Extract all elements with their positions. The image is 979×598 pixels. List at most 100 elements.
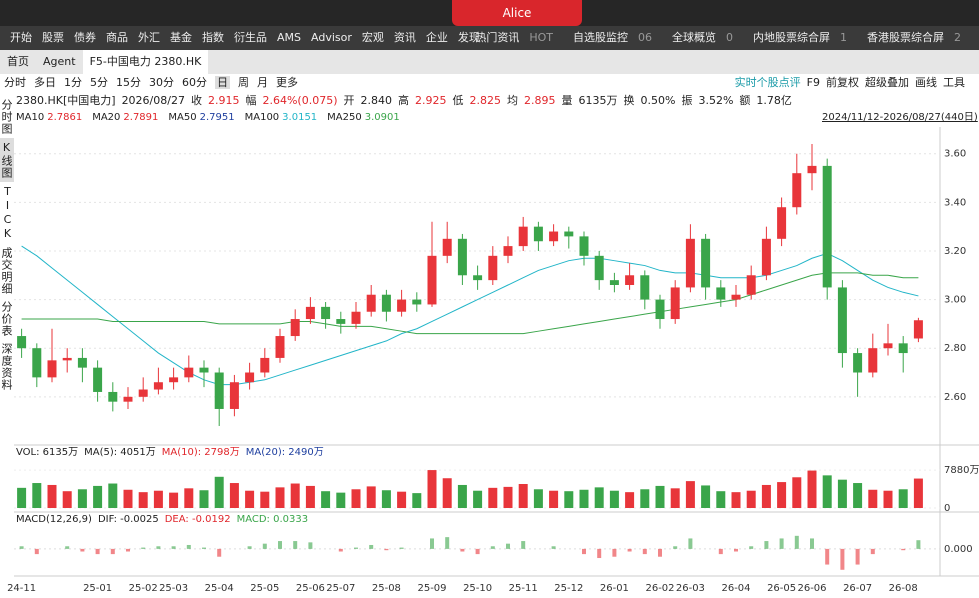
tab[interactable]: 首页 <box>7 55 29 68</box>
volume-bar <box>868 489 878 508</box>
macd-bar <box>354 547 358 549</box>
menu-shortcut[interactable]: 热门资讯 HOT <box>470 31 558 44</box>
macd-bar <box>186 544 191 549</box>
side-tab[interactable]: 成交明细 <box>0 247 13 295</box>
side-tab[interactable]: K线图 <box>0 138 14 182</box>
volume-bar <box>199 490 209 508</box>
macd-bar <box>171 546 176 549</box>
menu-shortcut[interactable]: 自选股监控 06 <box>568 31 657 44</box>
period-button[interactable]: 更多 <box>276 76 298 89</box>
candle-body <box>640 275 650 300</box>
volume-bar <box>777 482 787 508</box>
menu-item[interactable]: Advisor <box>311 31 352 44</box>
ma-value: 3.0901 <box>364 112 400 123</box>
volume-bar <box>488 487 498 508</box>
candle-body <box>229 382 239 409</box>
tool-button[interactable]: 前复权 <box>826 76 859 89</box>
volume-bar <box>229 483 239 508</box>
macd-legend-item: DIF: -0.0025 <box>97 514 159 525</box>
candle-body <box>321 306 331 320</box>
tool-button[interactable]: 超级叠加 <box>865 76 909 89</box>
menu-item[interactable]: 资讯 <box>393 31 416 44</box>
y-tick-label: 3.00 <box>944 295 966 306</box>
macd-bar <box>34 548 39 555</box>
date-range[interactable]: 2024/11/12-2026/08/27(440日) <box>822 112 978 123</box>
ma-entry: MA50 2.7951 <box>168 112 239 123</box>
menu-item[interactable]: 发现 <box>457 31 480 44</box>
period-button[interactable]: 60分 <box>182 76 207 89</box>
menu-item[interactable]: 企业 <box>425 31 448 44</box>
menu-item[interactable]: 开始 <box>10 31 32 44</box>
menu-item[interactable]: 基金 <box>170 31 192 44</box>
quote-field: 均 2.895 <box>507 94 556 107</box>
x-tick-label: 24-11 <box>7 583 36 594</box>
menu-item[interactable]: 外汇 <box>138 31 160 44</box>
ma-value: 2.7951 <box>199 112 235 123</box>
macd-bar <box>901 548 906 551</box>
period-button[interactable]: 分时 <box>4 76 26 89</box>
menu-shortcut[interactable]: 内地股票综合屏 1 <box>748 31 852 44</box>
menu-item[interactable]: 商品 <box>106 31 128 44</box>
label: 全球概览 <box>672 31 716 44</box>
macd-bar <box>642 548 647 555</box>
candle-body <box>837 287 847 354</box>
period-button[interactable]: 日 <box>215 76 230 89</box>
side-tab[interactable]: 分价表 <box>0 301 13 337</box>
quote-field: 幅 2.64%(0.075) <box>245 94 337 107</box>
candle-body <box>457 238 467 276</box>
side-tab[interactable]: 深度资料 <box>0 343 13 391</box>
macd-bar <box>551 546 556 549</box>
period-button[interactable]: 5分 <box>90 76 108 89</box>
menu-shortcut[interactable]: 全球概览 0 <box>667 31 738 44</box>
period-button[interactable]: 月 <box>257 76 268 89</box>
candle-body <box>214 372 224 409</box>
macd-bar <box>430 538 434 549</box>
macd-bar <box>278 541 282 549</box>
menu-item[interactable]: 债券 <box>74 31 96 44</box>
volume-bar <box>792 477 802 508</box>
side-tab[interactable]: TICK <box>1 185 14 241</box>
macd-bar <box>262 543 267 549</box>
macd-bar <box>916 540 921 549</box>
tool-button[interactable]: 实时个股点评 <box>734 76 801 89</box>
field-label: 开 <box>343 94 355 107</box>
tool-button[interactable]: F9 <box>806 76 820 89</box>
tab[interactable]: F5-中国电力 2380.HK <box>82 50 209 74</box>
candle-body <box>153 382 163 390</box>
volume-bar <box>579 489 589 508</box>
side-tab[interactable]: 分时图 <box>0 99 13 135</box>
tool-button[interactable]: 工具 <box>943 76 965 89</box>
macd-bar <box>95 548 100 555</box>
candle-body <box>199 367 209 373</box>
y-tick-label: 3.40 <box>944 197 966 208</box>
period-button[interactable]: 30分 <box>149 76 174 89</box>
macd-bar <box>597 548 602 559</box>
period-button[interactable]: 多日 <box>34 76 56 89</box>
macd-bar <box>612 548 617 557</box>
tab-bar: 首页 Agent F5-中国电力 2380.HK <box>0 50 979 74</box>
tab[interactable]: Agent <box>43 55 76 68</box>
macd-bar <box>156 546 161 549</box>
x-tick-label: 25-03 <box>159 583 188 594</box>
user-badge[interactable]: Alice <box>452 0 582 26</box>
menu-item[interactable]: 指数 <box>202 31 224 44</box>
candle-body <box>412 299 422 305</box>
tool-button[interactable]: 画线 <box>915 76 937 89</box>
macd-legend-item: DEA: -0.0192 <box>164 514 231 525</box>
menu-item[interactable]: AMS <box>277 31 301 44</box>
menu-item[interactable]: 宏观 <box>361 31 384 44</box>
period-button[interactable]: 周 <box>238 76 249 89</box>
tag: 06 <box>638 31 652 44</box>
menu-item[interactable]: 衍生品 <box>234 31 267 44</box>
menu-shortcut[interactable]: 香港股票综合屏 2 <box>862 31 966 44</box>
tag: 2 <box>954 31 961 44</box>
candle-body <box>17 336 27 349</box>
period-button[interactable]: 15分 <box>116 76 141 89</box>
quote-field: 开 2.840 <box>344 94 393 107</box>
menu-item[interactable]: 股票 <box>42 31 64 44</box>
period-button[interactable]: 1分 <box>64 76 82 89</box>
y-tick-label: 7880万 <box>944 465 979 476</box>
candle-body <box>260 357 270 373</box>
volume-bar <box>564 491 574 508</box>
volume-bar <box>17 487 27 508</box>
